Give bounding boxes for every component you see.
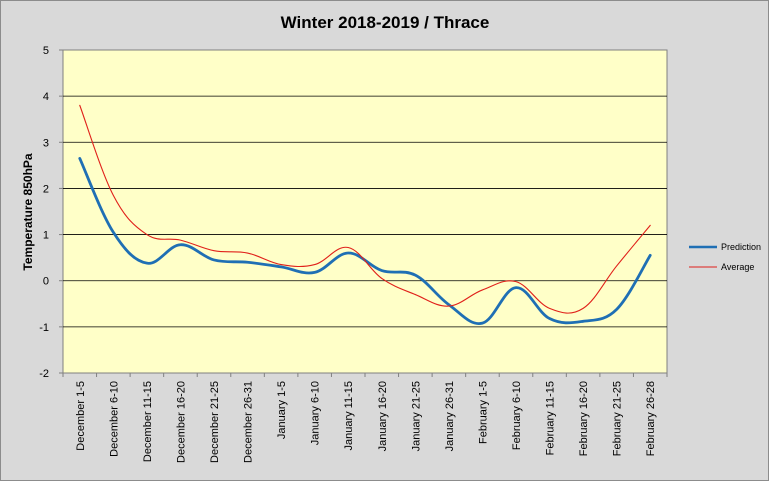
- y-tick-label: -1: [39, 322, 49, 334]
- series-line-average: [79, 104, 651, 314]
- x-tick-label: January 1-5: [276, 381, 288, 439]
- y-tick-label: 1: [43, 230, 49, 242]
- x-tick-label: February 6-10: [511, 381, 523, 450]
- y-tick-label: 4: [43, 91, 49, 103]
- y-axis-label: Temperature 850hPa: [21, 153, 35, 270]
- x-tick-label: January 21-25: [410, 381, 422, 451]
- x-tick-label: January 26-31: [444, 381, 456, 451]
- x-tick-label: December 16-20: [175, 381, 187, 463]
- x-tick-label: December 21-25: [209, 381, 221, 463]
- y-tick-label: 0: [43, 276, 49, 288]
- legend-label-prediction: Prediction: [721, 242, 761, 252]
- legend-label-average: Average: [721, 262, 754, 272]
- x-tick-label: February 16-20: [578, 381, 590, 456]
- y-tick-label: 3: [43, 137, 49, 149]
- x-tick-label: January 11-15: [343, 381, 355, 451]
- x-tick-label: December 1-5: [75, 381, 87, 451]
- y-tick-label: -2: [39, 368, 49, 380]
- y-tick-label: 5: [43, 45, 49, 57]
- y-tick-label: 2: [43, 183, 49, 195]
- x-tick-label: December 11-15: [142, 381, 154, 462]
- x-tick-label: February 26-28: [645, 381, 657, 456]
- x-tick-label: February 1-5: [477, 381, 489, 444]
- x-tick-label: February 11-15: [545, 381, 557, 455]
- x-tick-label: December 26-31: [243, 381, 255, 463]
- x-tick-label: December 6-10: [108, 381, 120, 457]
- chart-title: Winter 2018-2019 / Thrace: [281, 13, 490, 32]
- plot-area: [62, 49, 668, 374]
- x-tick-label: February 21-25: [612, 381, 624, 456]
- legend: Prediction Average: [689, 242, 761, 272]
- x-tick-label: January 6-10: [310, 381, 322, 445]
- x-tick-label: January 16-20: [377, 381, 389, 451]
